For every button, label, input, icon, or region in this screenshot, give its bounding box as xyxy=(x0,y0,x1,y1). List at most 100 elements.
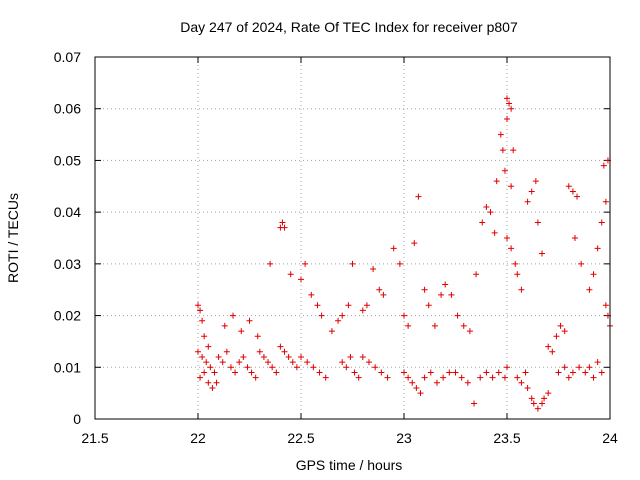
x-tick-label: 21.5 xyxy=(81,430,108,446)
data-point xyxy=(205,343,212,350)
data-point xyxy=(501,167,508,174)
data-point xyxy=(433,379,440,386)
data-point xyxy=(491,229,498,236)
data-point xyxy=(219,359,226,366)
data-point xyxy=(512,260,519,267)
data-point xyxy=(339,312,346,319)
data-point xyxy=(508,105,515,112)
data-point xyxy=(372,364,379,371)
data-point xyxy=(506,100,513,107)
data-point xyxy=(586,286,593,293)
data-point xyxy=(203,359,210,366)
data-point xyxy=(460,322,467,329)
data-point xyxy=(483,369,490,376)
data-point xyxy=(401,312,407,319)
data-point xyxy=(248,369,255,376)
data-point xyxy=(553,333,560,340)
data-point xyxy=(578,260,585,267)
data-point xyxy=(267,260,274,267)
data-point xyxy=(446,369,453,376)
data-point xyxy=(238,328,245,335)
data-point xyxy=(495,369,502,376)
data-point xyxy=(448,291,455,298)
data-point xyxy=(541,395,548,402)
data-point xyxy=(427,369,434,376)
data-point xyxy=(363,302,370,309)
ticks-layer: 21.5 22 22.5 23 23.5 24 0 0.01 0.02 0.03 0.04 0.05 0… xyxy=(54,49,618,446)
y-tick-label: 0 xyxy=(73,411,81,427)
data-point xyxy=(287,271,294,278)
data-point xyxy=(215,353,222,360)
data-point xyxy=(464,379,471,386)
plot-frame xyxy=(94,56,611,420)
data-point xyxy=(452,369,459,376)
grid-layer xyxy=(95,57,610,419)
data-point xyxy=(508,183,515,190)
data-point xyxy=(555,369,562,376)
data-point xyxy=(359,307,366,314)
data-point xyxy=(359,353,366,360)
data-point xyxy=(376,286,383,293)
data-point xyxy=(349,260,356,267)
data-point xyxy=(477,374,484,381)
data-point xyxy=(539,400,546,407)
data-point xyxy=(549,348,556,355)
x-tick-label: 22 xyxy=(190,430,206,446)
data-point xyxy=(508,245,515,252)
data-point xyxy=(347,353,354,360)
data-point xyxy=(269,364,276,371)
data-point xyxy=(236,359,243,366)
data-point xyxy=(440,374,447,381)
data-point xyxy=(310,364,317,371)
data-point xyxy=(351,369,358,376)
data-point xyxy=(328,328,335,335)
data-point xyxy=(582,369,589,376)
data-point xyxy=(302,260,309,267)
data-point xyxy=(293,364,300,371)
data-point xyxy=(265,359,272,366)
data-point xyxy=(524,384,531,391)
data-point xyxy=(561,364,568,371)
data-point xyxy=(524,198,531,205)
data-point xyxy=(417,390,424,397)
data-point xyxy=(518,379,525,386)
data-point xyxy=(510,147,517,154)
data-point xyxy=(438,291,445,298)
data-point xyxy=(501,374,508,381)
data-point xyxy=(298,353,304,360)
x-tick-label: 23 xyxy=(396,430,412,446)
data-point xyxy=(211,369,218,376)
data-point xyxy=(532,178,539,185)
data-point xyxy=(421,374,428,381)
y-tick-label: 0.02 xyxy=(54,308,81,324)
data-point xyxy=(487,209,494,216)
data-point xyxy=(425,302,432,309)
data-point xyxy=(454,312,461,319)
data-point xyxy=(499,147,506,154)
data-point xyxy=(396,260,403,267)
data-point xyxy=(557,322,564,329)
data-point xyxy=(339,359,346,366)
data-point xyxy=(343,364,350,371)
data-point xyxy=(355,374,362,381)
data-point xyxy=(431,322,438,329)
data-point xyxy=(497,131,504,138)
data-point xyxy=(277,343,284,350)
data-point xyxy=(489,374,496,381)
data-point xyxy=(590,374,597,381)
x-tick-label: 22.5 xyxy=(287,430,314,446)
data-point xyxy=(586,364,593,371)
x-axis-label: GPS time / hours xyxy=(296,457,403,473)
data-point xyxy=(569,369,576,376)
data-point xyxy=(335,317,342,324)
data-point xyxy=(590,271,597,278)
data-point xyxy=(530,400,537,407)
data-point xyxy=(598,219,605,226)
data-point xyxy=(281,348,288,355)
data-point xyxy=(409,379,416,386)
data-point xyxy=(308,291,315,298)
data-point xyxy=(405,322,412,329)
data-point xyxy=(195,348,201,355)
data-point xyxy=(602,198,609,205)
